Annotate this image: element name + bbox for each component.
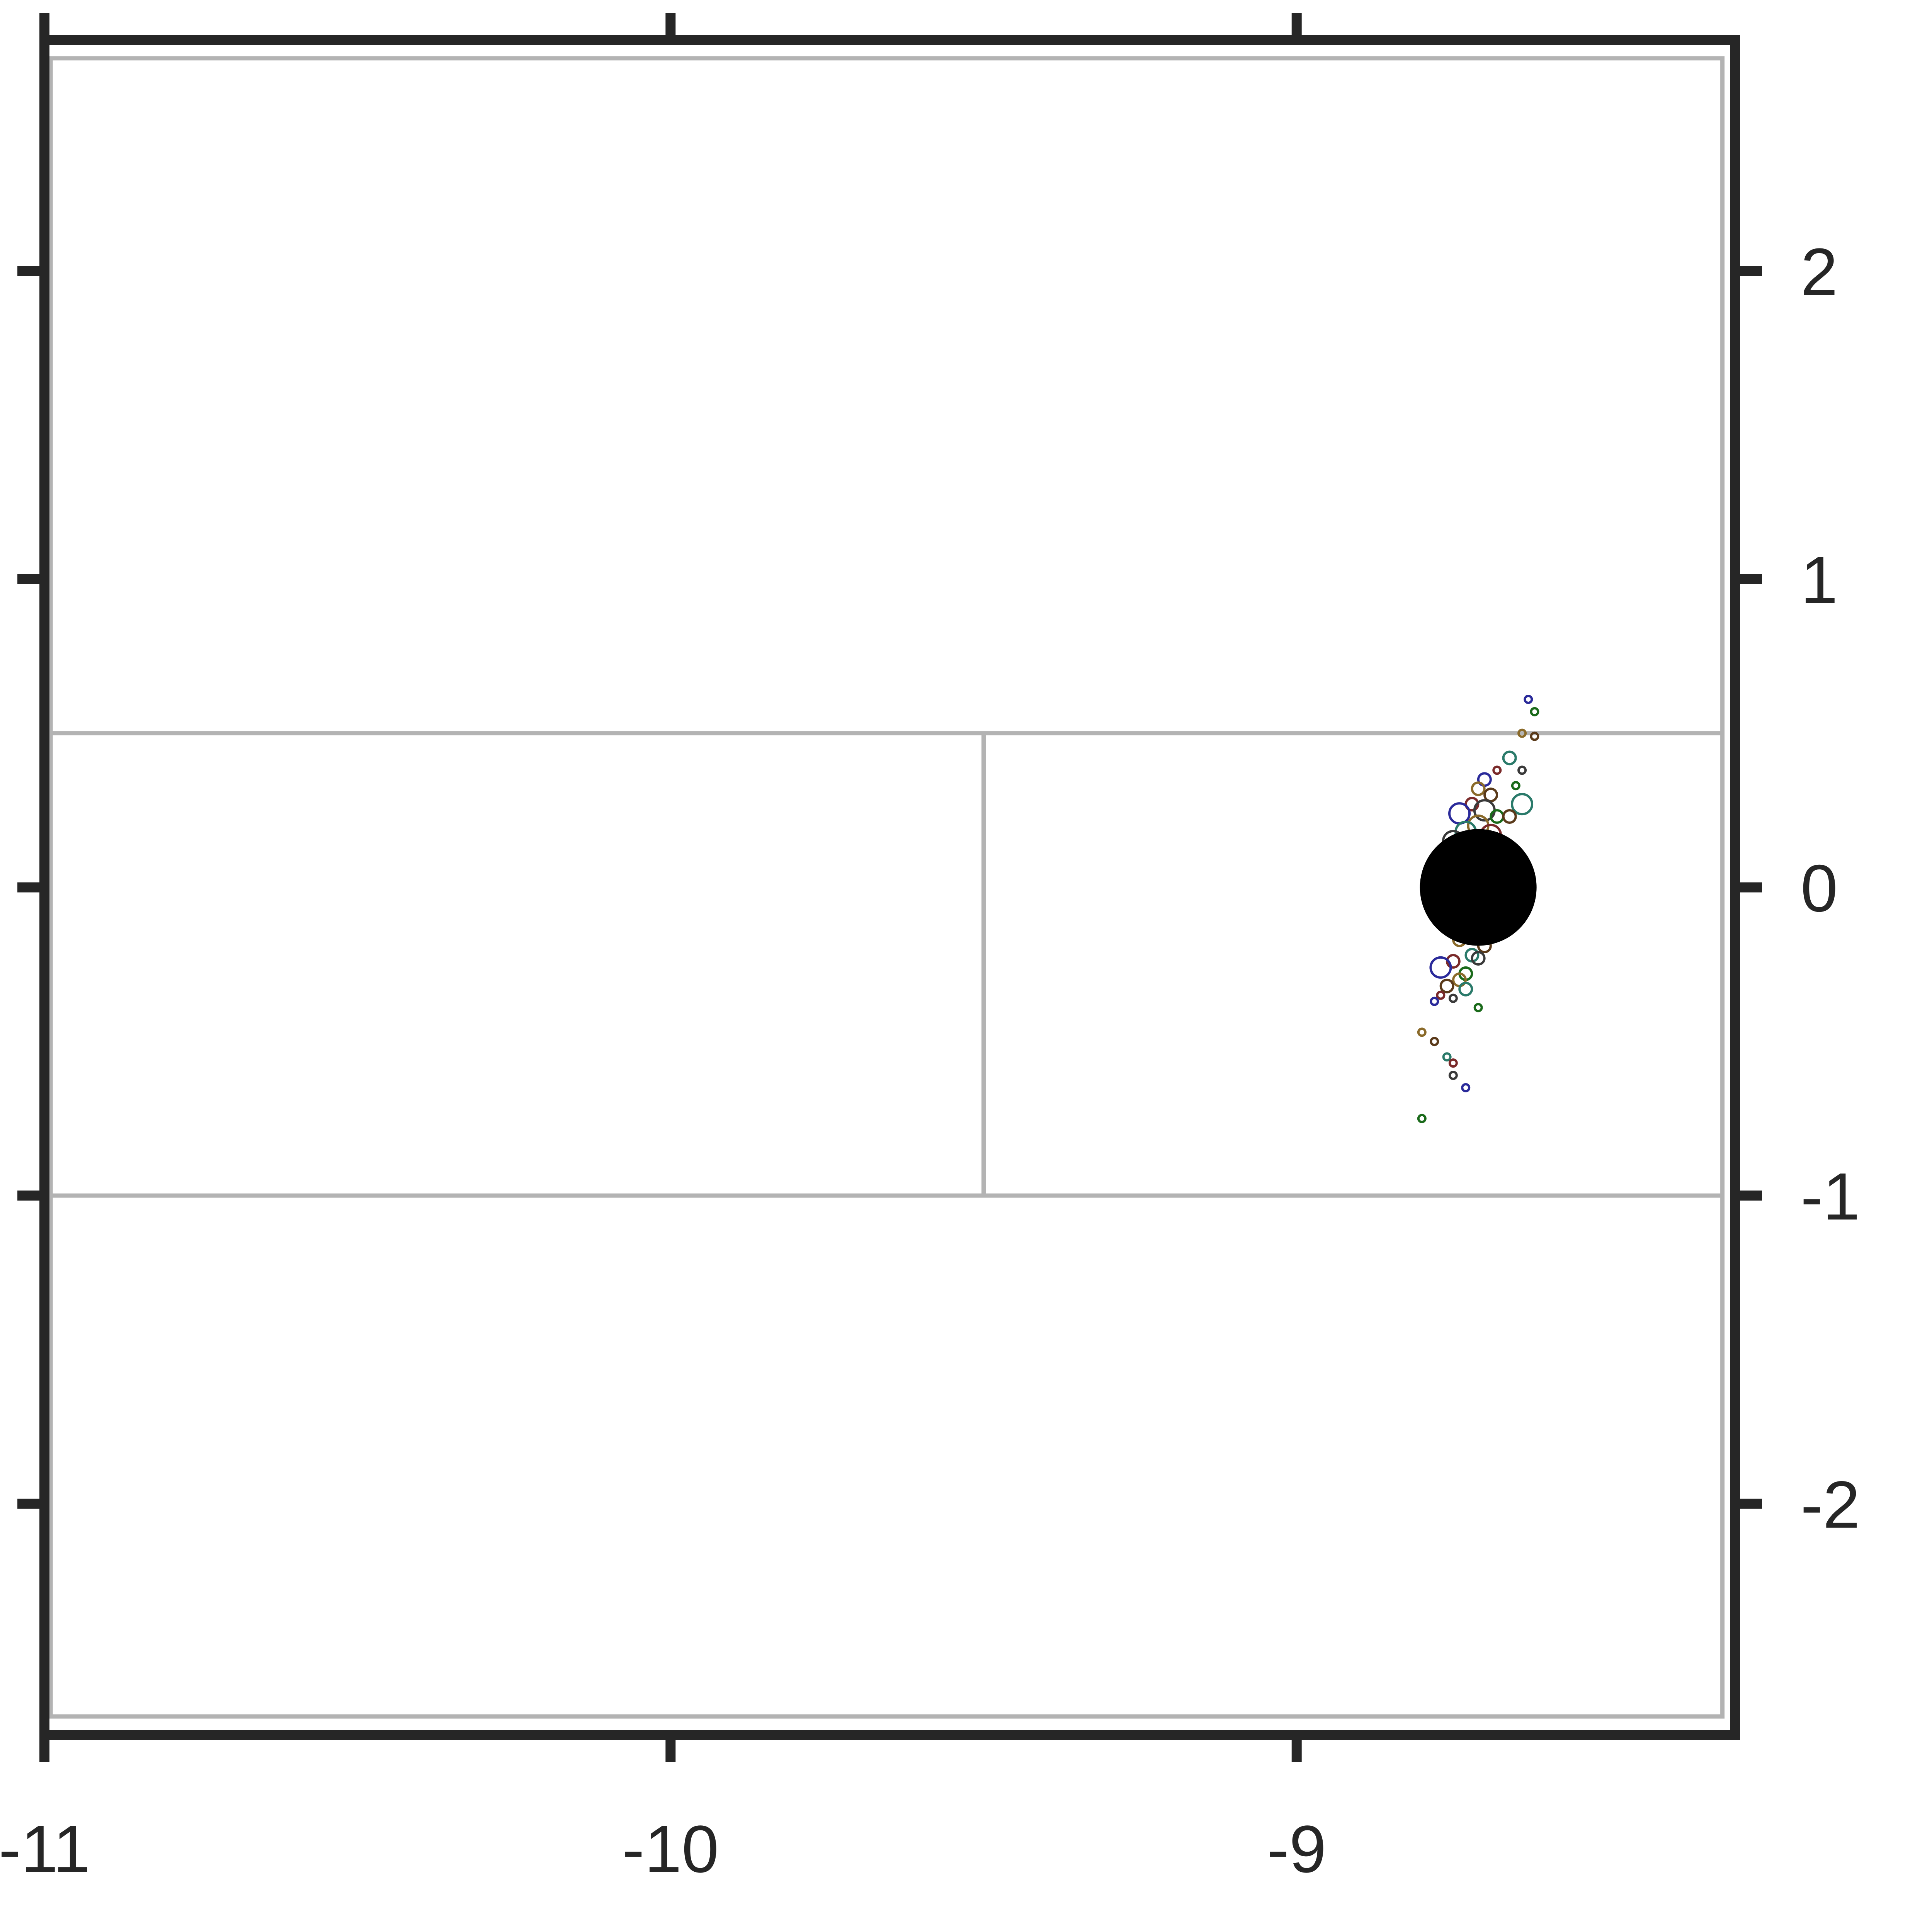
scatter-point <box>1439 978 1454 993</box>
scatter-point <box>1458 981 1473 997</box>
scatter-point <box>1530 731 1539 741</box>
scatter-point <box>1461 1083 1471 1092</box>
scatter-point <box>1473 1003 1483 1012</box>
scatter-point <box>1517 765 1527 775</box>
scatter-point <box>1511 793 1534 816</box>
scatter-point <box>1442 1052 1452 1062</box>
scatter-point <box>1471 781 1486 796</box>
scatter-point <box>1417 1114 1427 1123</box>
region-outer-boundary <box>48 56 1725 1719</box>
scatter-point <box>1530 707 1539 716</box>
y-tick-labels: 2 1 0 -1 -2 <box>1801 234 1860 1542</box>
scatter-point <box>1492 765 1502 775</box>
scatter-point <box>1448 1058 1458 1068</box>
y-tick-label: -2 <box>1801 1467 1860 1542</box>
scatter-point <box>1448 993 1458 1003</box>
scatter-point <box>1502 750 1517 765</box>
y-tick-label: 1 <box>1801 543 1838 617</box>
y-tick-label: 2 <box>1801 234 1838 309</box>
scatter-point <box>1524 694 1533 704</box>
highlight-point-layer <box>1420 829 1537 946</box>
y-tick-label: 0 <box>1801 851 1838 926</box>
scatter-point <box>1464 797 1480 812</box>
x-tick-labels: -11 -10 -9 <box>0 1811 1327 1886</box>
x-tick-label: -11 <box>0 1811 90 1886</box>
scatter-point <box>1446 954 1461 969</box>
x-tick-label: -10 <box>622 1811 719 1886</box>
scatter-point <box>1417 1027 1427 1037</box>
scatter-point <box>1517 728 1527 738</box>
scatter-point <box>1471 951 1486 966</box>
scatter-point <box>1430 1037 1439 1046</box>
scatter-point <box>1502 809 1517 824</box>
y-tick-label: -1 <box>1801 1159 1860 1234</box>
x-tick-label: -9 <box>1267 1811 1327 1886</box>
scatter-point <box>1511 781 1520 791</box>
region-boundaries <box>48 56 1725 1719</box>
highlight-point <box>1420 829 1537 946</box>
scatter-point <box>1448 1071 1458 1080</box>
scatter-point <box>1436 990 1446 1000</box>
scatter-point <box>1430 997 1439 1006</box>
axis-ticks <box>17 13 1762 1762</box>
scatter-point <box>1429 956 1452 979</box>
